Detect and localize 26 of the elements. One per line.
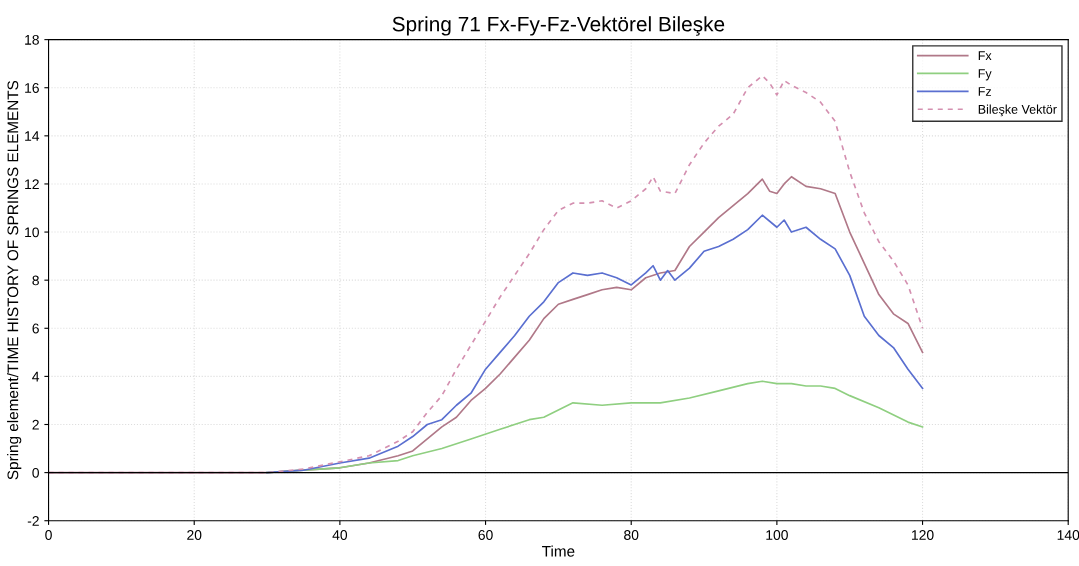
legend-label: Bileşke Vektör (978, 104, 1057, 117)
legend-label: Fy (978, 69, 992, 81)
x-tick-label: 100 (766, 530, 788, 540)
y-tick-label: 2 (32, 419, 39, 430)
x-tick-label: 120 (912, 530, 934, 540)
y-axis-title: Spring element/TIME HISTORY OF SPRINGS ELEMENTS (7, 80, 22, 480)
y-tick-label: 14 (25, 131, 40, 141)
y-tick-label: 0 (32, 467, 39, 478)
x-tick-label: 0 (45, 530, 52, 540)
y-tick-label: 4 (32, 371, 40, 382)
y-tick-label: 6 (32, 323, 39, 334)
y-tick-label: 12 (25, 179, 39, 189)
x-tick-label: 40 (332, 530, 348, 540)
legend-label: Fx (978, 51, 992, 60)
x-tick-label: 140 (1057, 530, 1079, 540)
y-tick-label: 16 (25, 83, 39, 93)
chart-title: Spring 71 Fx-Fy-Fz-Vektörel Bileşke (392, 16, 725, 36)
x-tick-label: 20 (187, 530, 202, 540)
y-tick-label: -2 (27, 516, 39, 526)
legend-label: Fz (978, 87, 992, 96)
x-tick-label: 80 (624, 530, 639, 540)
x-axis-title: Time (542, 545, 575, 557)
y-tick-label: 10 (25, 227, 39, 238)
y-tick-label: 18 (25, 34, 39, 45)
x-tick-label: 60 (478, 530, 493, 540)
y-tick-label: 8 (32, 275, 39, 286)
